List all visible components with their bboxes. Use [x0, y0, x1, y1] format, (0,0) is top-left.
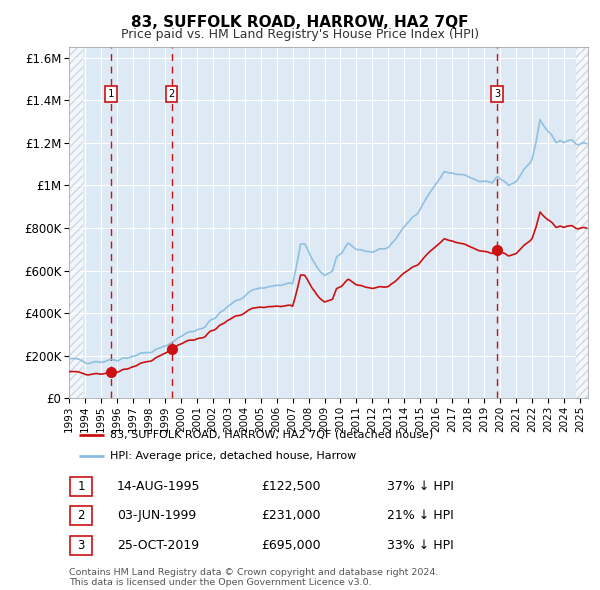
FancyBboxPatch shape: [70, 506, 92, 525]
Text: 83, SUFFOLK ROAD, HARROW, HA2 7QF (detached house): 83, SUFFOLK ROAD, HARROW, HA2 7QF (detac…: [110, 430, 433, 440]
Text: Price paid vs. HM Land Registry's House Price Index (HPI): Price paid vs. HM Land Registry's House …: [121, 28, 479, 41]
Text: HPI: Average price, detached house, Harrow: HPI: Average price, detached house, Harr…: [110, 451, 356, 461]
FancyBboxPatch shape: [70, 477, 92, 496]
FancyBboxPatch shape: [70, 536, 92, 555]
Text: £231,000: £231,000: [261, 509, 320, 522]
Text: Contains HM Land Registry data © Crown copyright and database right 2024.
This d: Contains HM Land Registry data © Crown c…: [69, 568, 439, 587]
Text: 21% ↓ HPI: 21% ↓ HPI: [387, 509, 454, 522]
Text: 03-JUN-1999: 03-JUN-1999: [117, 509, 196, 522]
Text: 1: 1: [77, 480, 85, 493]
Text: £122,500: £122,500: [261, 480, 320, 493]
Bar: [576, 47, 588, 398]
Text: £695,000: £695,000: [261, 539, 320, 552]
Text: 33% ↓ HPI: 33% ↓ HPI: [387, 539, 454, 552]
Text: 37% ↓ HPI: 37% ↓ HPI: [387, 480, 454, 493]
Text: 3: 3: [494, 89, 500, 99]
Text: 2: 2: [169, 89, 175, 99]
Text: 3: 3: [77, 539, 85, 552]
Text: 2: 2: [77, 509, 85, 522]
Text: 25-OCT-2019: 25-OCT-2019: [117, 539, 199, 552]
Text: 1: 1: [108, 89, 114, 99]
Text: 83, SUFFOLK ROAD, HARROW, HA2 7QF: 83, SUFFOLK ROAD, HARROW, HA2 7QF: [131, 15, 469, 30]
Bar: [69, 47, 83, 398]
Text: 14-AUG-1995: 14-AUG-1995: [117, 480, 200, 493]
